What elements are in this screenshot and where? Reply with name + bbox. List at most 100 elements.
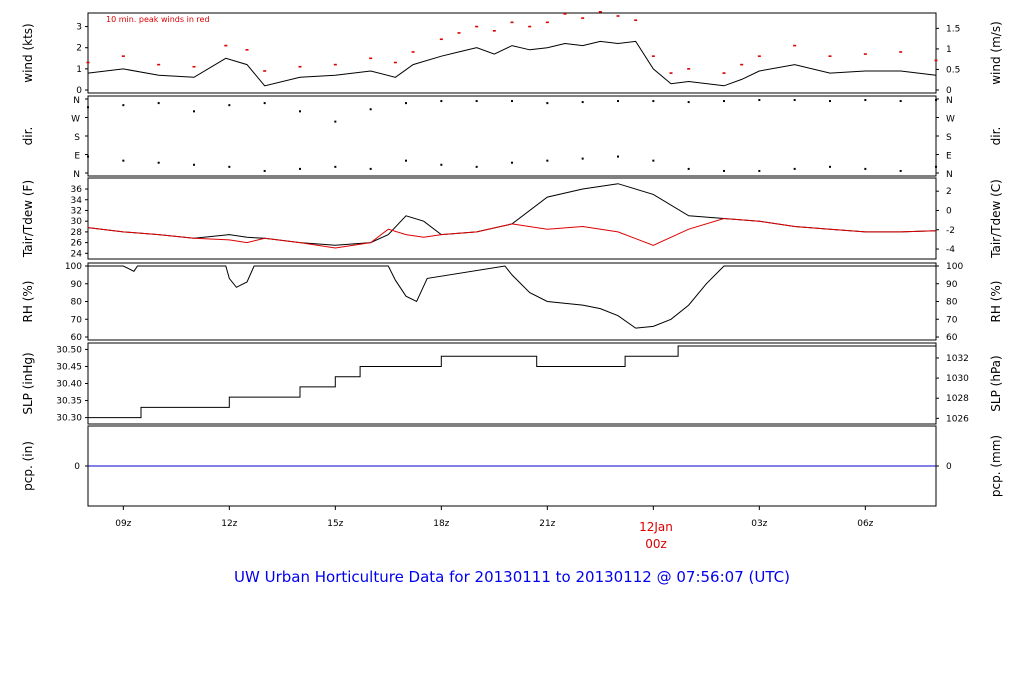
slp-inhg-tick-label: 30.50 — [56, 345, 82, 355]
dir-tick-label-right: W — [946, 115, 955, 125]
peak-wind-mark — [393, 61, 397, 64]
dir-point — [723, 100, 725, 103]
dir-point — [334, 165, 337, 168]
dir-tick-label-left: S — [74, 133, 80, 143]
dir-point — [299, 110, 301, 113]
temp-f-tick-label: 30 — [71, 217, 83, 227]
peak-wind-mark — [616, 15, 620, 17]
wind-kts-tick-label: 2 — [76, 44, 82, 54]
chart-title: UW Urban Horticulture Data for 20130111 … — [234, 568, 790, 586]
y-label-left: Tair/Tdew (F) — [21, 180, 35, 258]
wind-ms-tick-label: 1 — [946, 45, 952, 55]
wind-kts-tick-label: 1 — [76, 65, 82, 75]
dir-point — [829, 100, 831, 103]
dir-point — [405, 159, 407, 162]
dir-tick-label-left: N — [73, 96, 80, 106]
dir-point — [652, 159, 655, 162]
peak-wind-mark — [934, 59, 938, 62]
dir-point — [157, 161, 160, 164]
date-label-time: 00z — [645, 537, 667, 551]
peak-wind-mark — [740, 63, 744, 66]
temp-f-tick-label: 24 — [71, 249, 83, 259]
peak-wind-mark — [651, 55, 655, 57]
dir-point — [193, 110, 195, 113]
y-label-right: dir. — [989, 127, 1003, 146]
dir-point — [511, 100, 513, 103]
dir-tick-label-left: N — [73, 170, 80, 180]
peak-wind-mark — [411, 51, 415, 53]
dir-point — [617, 155, 619, 158]
peak-wind-mark — [492, 30, 496, 32]
dir-point — [899, 100, 902, 103]
panel-frame — [87, 177, 937, 260]
peak-wind-mark — [439, 38, 443, 41]
temp-c-tick-label: 2 — [946, 187, 952, 197]
dir-tick-label-right: E — [946, 152, 952, 162]
dir-point — [511, 161, 513, 164]
temp-c-tick-label: -2 — [946, 226, 955, 236]
date-label: 12Jan — [639, 520, 673, 534]
rh-left-tick-label: 90 — [71, 280, 83, 290]
dir-point — [263, 169, 266, 172]
dir-point — [122, 159, 125, 162]
dir-point — [475, 100, 478, 103]
dir-tick-label-right: N — [946, 96, 953, 106]
dir-point — [440, 163, 443, 166]
y-label-right: RH (%) — [989, 281, 1003, 323]
dir-tick-label-left: W — [71, 115, 80, 125]
slp-hpa-tick-label: 1032 — [946, 354, 969, 364]
temp-c-tick-label: 0 — [946, 206, 952, 216]
x-tick-label: 12z — [221, 519, 237, 529]
peak-wind-mark — [545, 21, 549, 24]
dir-point — [87, 155, 89, 158]
dir-point — [899, 169, 902, 172]
dir-point — [617, 100, 619, 103]
peak-wind-mark — [333, 63, 337, 66]
rh-line — [88, 265, 936, 329]
slp-hpa-tick-label: 1028 — [946, 394, 969, 404]
dir-point — [935, 165, 937, 168]
peak-wind-mark — [634, 19, 638, 22]
x-tick-label: 18z — [433, 519, 449, 529]
dir-point — [546, 102, 549, 105]
slp-inhg-tick-label: 30.45 — [56, 362, 82, 372]
panel-frame — [87, 95, 937, 177]
dir-point — [475, 165, 478, 168]
dir-point — [299, 167, 301, 170]
dir-point — [87, 106, 89, 109]
peak-wind-mark — [687, 68, 691, 70]
panel-pressure: SLP (inHg) SLP (hPa) 30.30 30.35 30.40 30.45 3… — [21, 342, 1003, 425]
dir-point — [405, 102, 407, 105]
y-label-left: RH (%) — [21, 281, 35, 323]
dir-tick-label-left: E — [74, 152, 80, 162]
peak-wind-mark — [224, 44, 228, 47]
rh-left-tick-label: 60 — [71, 333, 83, 343]
wind-ms-tick-label: 1.5 — [946, 24, 960, 34]
temp-f-tick-label: 34 — [71, 196, 83, 206]
panel-frame — [87, 12, 937, 94]
temp-f-tick-label: 36 — [71, 185, 83, 195]
dir-point — [228, 165, 231, 168]
y-label-left: SLP (inHg) — [21, 352, 35, 414]
x-tick-label: 21z — [539, 519, 555, 529]
peak-wind-mark — [245, 49, 249, 51]
wind-speed-line — [87, 40, 937, 87]
peak-wind-mark — [121, 55, 125, 57]
peak-wind-mark — [298, 65, 302, 68]
peak-wind-mark — [369, 57, 373, 60]
dir-point — [723, 169, 725, 172]
tair-line — [87, 183, 937, 246]
pcp-tick-label-left: 0 — [74, 462, 80, 472]
x-tick-label: 06z — [857, 519, 873, 529]
dir-point — [263, 102, 266, 105]
y-label-left: wind (kts) — [21, 23, 35, 82]
peak-wind-mark — [581, 17, 585, 19]
dir-point — [440, 100, 443, 103]
wind-kts-tick-label: 0 — [76, 86, 82, 96]
slp-step-line — [88, 345, 936, 419]
peak-wind-mark — [899, 51, 903, 53]
dir-tick-label-right: N — [946, 170, 953, 180]
rh-left-tick-label: 70 — [71, 315, 83, 325]
rh-right-tick-label: 90 — [946, 280, 958, 290]
peak-wind-mark — [793, 44, 797, 47]
